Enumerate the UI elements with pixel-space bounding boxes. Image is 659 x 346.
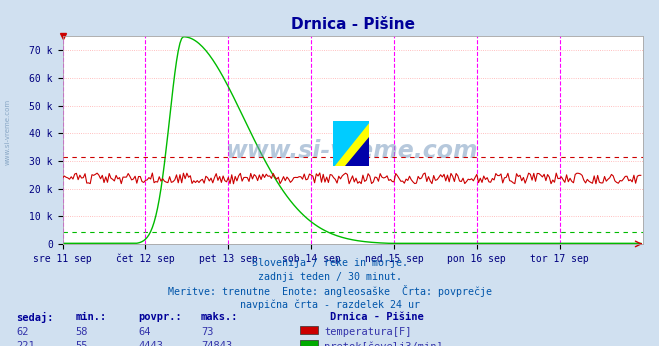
Text: Drnica - Pišine: Drnica - Pišine <box>330 312 423 322</box>
Text: Slovenija / reke in morje.: Slovenija / reke in morje. <box>252 258 407 268</box>
Polygon shape <box>333 121 369 166</box>
Text: 74843: 74843 <box>201 341 232 346</box>
Text: 4443: 4443 <box>138 341 163 346</box>
Text: sedaj:: sedaj: <box>16 312 54 323</box>
Text: pretok[čevelj3/min]: pretok[čevelj3/min] <box>324 341 443 346</box>
Text: povpr.:: povpr.: <box>138 312 182 322</box>
Text: www.si-vreme.com: www.si-vreme.com <box>5 98 11 165</box>
Text: 64: 64 <box>138 327 151 337</box>
Polygon shape <box>333 121 369 166</box>
Text: 55: 55 <box>76 341 88 346</box>
Text: maks.:: maks.: <box>201 312 239 322</box>
Text: Meritve: trenutne  Enote: angleosaške  Črta: povprečje: Meritve: trenutne Enote: angleosaške Črt… <box>167 285 492 298</box>
Title: Drnica - Pišine: Drnica - Pišine <box>291 17 415 33</box>
Text: zadnji teden / 30 minut.: zadnji teden / 30 minut. <box>258 272 401 282</box>
Text: 58: 58 <box>76 327 88 337</box>
Text: min.:: min.: <box>76 312 107 322</box>
Text: temperatura[F]: temperatura[F] <box>324 327 412 337</box>
Text: navpična črta - razdelek 24 ur: navpična črta - razdelek 24 ur <box>239 299 420 310</box>
Text: 221: 221 <box>16 341 35 346</box>
Text: www.si-vreme.com: www.si-vreme.com <box>226 138 479 163</box>
Polygon shape <box>345 137 369 166</box>
Text: 62: 62 <box>16 327 29 337</box>
Text: 73: 73 <box>201 327 214 337</box>
